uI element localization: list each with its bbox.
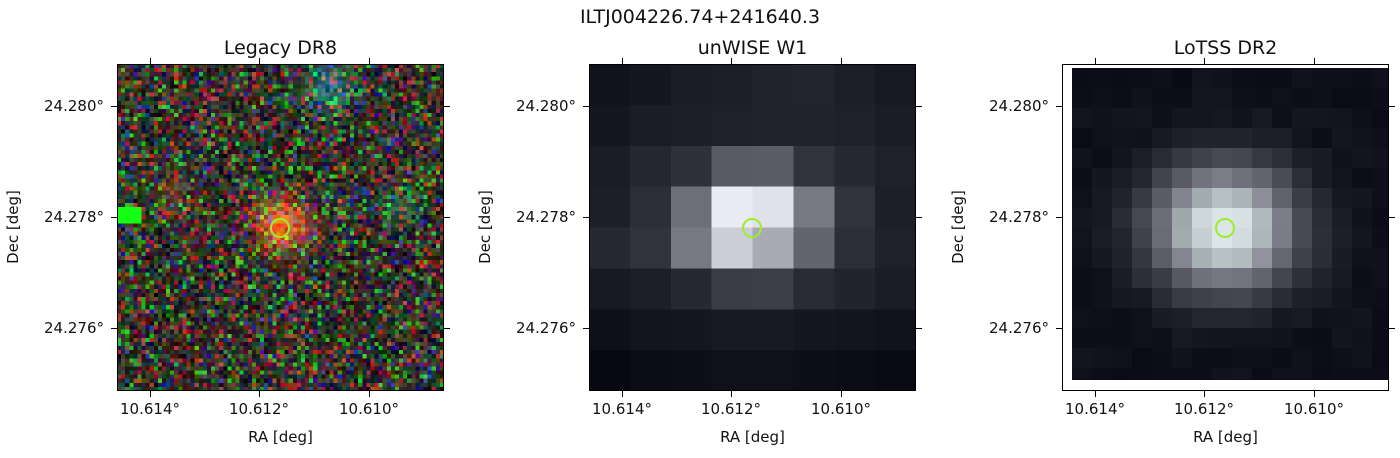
panel-title: unWISE W1 (697, 37, 808, 59)
x-axis-label: RA [deg] (1193, 428, 1258, 446)
ytick-label: 24.276° (44, 319, 104, 337)
source-marker-circle (742, 218, 762, 238)
x-tick-mark (259, 391, 260, 397)
x-tick-mark (150, 58, 151, 64)
y-tick-mark (1389, 217, 1395, 218)
y-tick-mark (111, 328, 117, 329)
xtick-label: 10.614° (592, 400, 652, 418)
xtick-label: 10.610° (1284, 400, 1344, 418)
source-marker-circle (1215, 218, 1235, 238)
y-tick-mark (1056, 328, 1062, 329)
y-tick-mark (1389, 328, 1395, 329)
x-tick-mark (731, 391, 732, 397)
x-tick-mark (369, 391, 370, 397)
x-tick-mark (841, 391, 842, 397)
xtick-label: 10.610° (339, 400, 399, 418)
panel-title: LoTSS DR2 (1173, 37, 1278, 59)
panel-title: Legacy DR8 (223, 37, 338, 59)
y-axis-label: Dec [deg] (949, 190, 967, 264)
xtick-label: 10.612° (229, 400, 289, 418)
xtick-label: 10.614° (120, 400, 180, 418)
x-tick-mark (622, 58, 623, 64)
y-tick-mark (111, 217, 117, 218)
xtick-label: 10.612° (1174, 400, 1234, 418)
x-tick-mark (1095, 58, 1096, 64)
x-tick-mark (369, 58, 370, 64)
x-tick-mark (1204, 391, 1205, 397)
ytick-label: 24.280° (516, 97, 576, 115)
panel-legacy-dr8: Legacy DR8 24.280° 24.278° 24.276° 10.61… (4, 37, 450, 446)
ytick-label: 24.276° (516, 319, 576, 337)
x-axis-label: RA [deg] (248, 428, 313, 446)
x-tick-mark (1314, 58, 1315, 64)
y-tick-mark (1056, 217, 1062, 218)
figure-title: ILTJ004226.74+241640.3 (579, 6, 821, 28)
y-tick-mark (444, 217, 450, 218)
y-tick-mark (583, 106, 589, 107)
panel-unwise-w1: unWISE W1 24.280° 24.278° 24.276° 10.614… (476, 37, 922, 446)
y-tick-mark (583, 217, 589, 218)
y-tick-mark (444, 328, 450, 329)
ytick-label: 24.280° (44, 97, 104, 115)
x-axis-label: RA [deg] (720, 428, 785, 446)
y-tick-mark (916, 328, 922, 329)
y-tick-mark (1389, 106, 1395, 107)
ytick-label: 24.280° (989, 97, 1049, 115)
x-tick-mark (1204, 58, 1205, 64)
ytick-label: 24.278° (516, 208, 576, 226)
panel-lotss-dr2: LoTSS DR2 24.280° 24.278° 24.276° 10.614… (949, 37, 1395, 446)
xtick-label: 10.610° (811, 400, 871, 418)
xtick-label: 10.614° (1065, 400, 1125, 418)
x-tick-mark (150, 391, 151, 397)
x-tick-mark (259, 58, 260, 64)
y-tick-mark (916, 106, 922, 107)
ytick-label: 24.276° (989, 319, 1049, 337)
x-tick-mark (731, 58, 732, 64)
y-axis-label: Dec [deg] (476, 190, 494, 264)
x-tick-mark (1095, 391, 1096, 397)
x-tick-mark (622, 391, 623, 397)
y-tick-mark (1056, 106, 1062, 107)
y-axis-label: Dec [deg] (4, 190, 22, 264)
y-tick-mark (444, 106, 450, 107)
x-tick-mark (1314, 391, 1315, 397)
ytick-label: 24.278° (989, 208, 1049, 226)
ytick-label: 24.278° (44, 208, 104, 226)
y-tick-mark (111, 106, 117, 107)
y-tick-mark (583, 328, 589, 329)
x-tick-mark (841, 58, 842, 64)
xtick-label: 10.612° (701, 400, 761, 418)
source-marker-circle (270, 218, 290, 238)
y-tick-mark (916, 217, 922, 218)
